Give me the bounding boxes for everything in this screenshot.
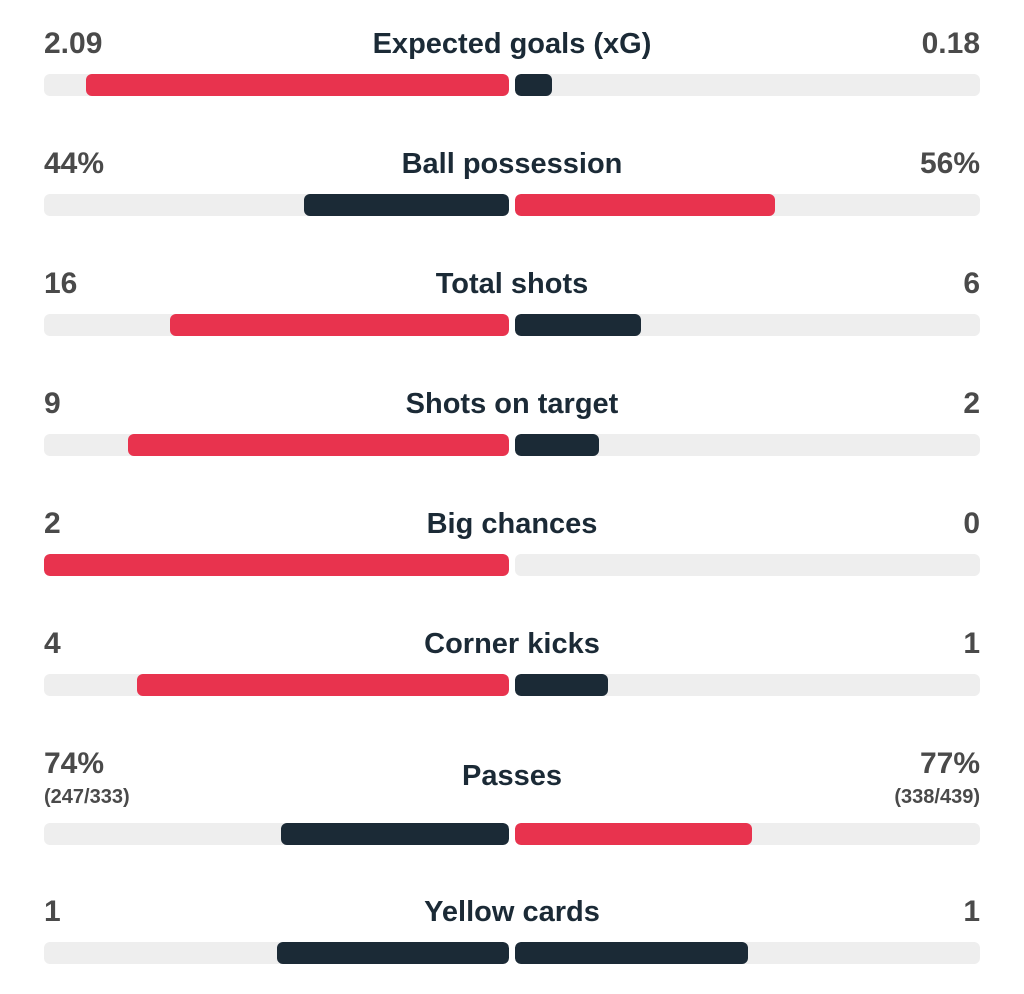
away-bar-track: [515, 674, 980, 696]
stat-row-total-shots: 16 Total shots 6: [44, 264, 980, 336]
away-bar-track: [515, 823, 980, 845]
home-value: 2.09: [44, 27, 103, 60]
stat-label: Corner kicks: [424, 628, 600, 660]
home-bar-track: [44, 314, 509, 336]
away-value: 0: [963, 507, 980, 540]
stat-label: Passes: [462, 760, 562, 792]
home-bar-track: [44, 674, 509, 696]
stat-bar: [44, 674, 980, 696]
home-bar-track: [44, 823, 509, 845]
home-value: 4: [44, 627, 61, 660]
stat-label: Shots on target: [405, 388, 619, 420]
stat-bar: [44, 942, 980, 964]
stat-row-ball-possession: 44% Ball possession 56%: [44, 144, 980, 216]
home-pass-accuracy: 74%: [44, 747, 105, 780]
away-value: 56%: [919, 147, 980, 180]
away-value: 0.18: [921, 27, 980, 60]
stat-row-corner-kicks: 4 Corner kicks 1: [44, 624, 980, 696]
home-bar-fill: [85, 74, 509, 96]
stat-label: Ball possession: [401, 148, 623, 180]
stat-label: Yellow cards: [424, 896, 600, 928]
away-value: 6: [963, 267, 980, 300]
away-bar-fill: [515, 74, 553, 96]
away-bar-track: [515, 942, 980, 964]
home-bar-fill: [304, 194, 509, 216]
stat-bar: [44, 194, 980, 216]
stat-label: Big chances: [426, 508, 598, 540]
home-bar-fill: [44, 554, 509, 576]
home-bar-fill: [169, 314, 509, 336]
home-bar-fill: [127, 434, 509, 456]
home-bar-track: [44, 942, 509, 964]
stat-row-passes: 74% (247/333) Passes 77% (338/439): [44, 744, 980, 845]
stat-bar: [44, 314, 980, 336]
home-value: 74% (247/333): [44, 744, 130, 810]
home-value: 9: [44, 387, 61, 420]
away-value: 2: [963, 387, 980, 420]
away-bar-fill: [515, 823, 753, 845]
home-bar-track: [44, 74, 509, 96]
stat-label: Expected goals (xG): [372, 28, 652, 60]
stat-bar: [44, 823, 980, 845]
stat-label: Total shots: [435, 268, 589, 300]
stat-row-yellow-cards: 1 Yellow cards 1: [44, 892, 980, 964]
away-bar-fill: [515, 314, 641, 336]
away-bar-track: [515, 434, 980, 456]
stat-row-expected-goals: 2.09 Expected goals (xG) 0.18: [44, 24, 980, 96]
away-bar-fill: [515, 434, 599, 456]
stat-bar: [44, 554, 980, 576]
home-pass-count: (247/333): [44, 786, 130, 808]
stat-row-shots-on-target: 9 Shots on target 2: [44, 384, 980, 456]
away-pass-count: (338/439): [894, 786, 980, 808]
home-value: 44%: [44, 147, 105, 180]
home-bar-track: [44, 434, 509, 456]
home-bar-fill: [137, 674, 509, 696]
stat-row-big-chances: 2 Big chances 0: [44, 504, 980, 576]
away-bar-track: [515, 554, 980, 576]
home-bar-fill: [276, 942, 509, 964]
away-bar-fill: [515, 674, 608, 696]
away-bar-track: [515, 194, 980, 216]
away-value: 1: [963, 895, 980, 928]
home-value: 16: [44, 267, 78, 300]
away-bar-fill: [515, 194, 776, 216]
away-value: 77% (338/439): [894, 744, 980, 810]
away-pass-accuracy: 77%: [919, 747, 980, 780]
home-bar-track: [44, 554, 509, 576]
stat-bar: [44, 74, 980, 96]
away-bar-fill: [515, 942, 748, 964]
home-bar-fill: [281, 823, 509, 845]
away-value: 1: [963, 627, 980, 660]
away-bar-track: [515, 314, 980, 336]
stat-bar: [44, 434, 980, 456]
home-value: 2: [44, 507, 61, 540]
home-bar-track: [44, 194, 509, 216]
away-bar-track: [515, 74, 980, 96]
home-value: 1: [44, 895, 61, 928]
